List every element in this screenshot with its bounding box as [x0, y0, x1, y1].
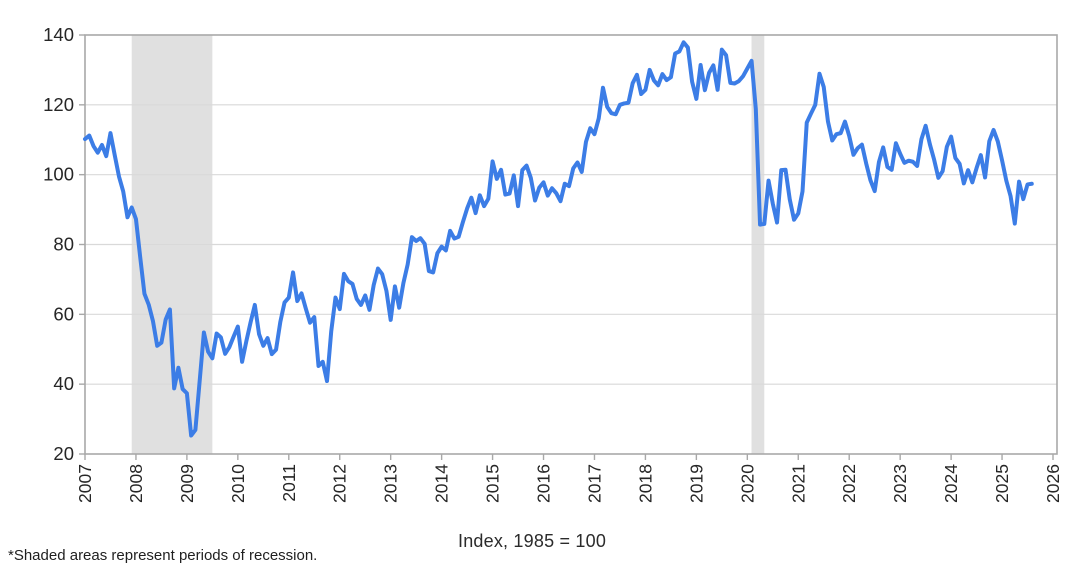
x-axis-label: 2024	[941, 464, 961, 503]
y-axis-label: 100	[43, 164, 74, 185]
x-axis-label: 2017	[584, 464, 604, 503]
y-axis-label: 120	[43, 94, 74, 115]
confidence-index-line	[83, 40, 1034, 438]
y-axis-label: 140	[43, 24, 74, 45]
recession-note: *Shaded areas represent periods of reces…	[8, 547, 318, 564]
footnotes-block: *Shaded areas represent periods of reces…	[8, 512, 344, 574]
x-axis-label: 2013	[381, 464, 401, 503]
x-axis-label: 2026	[1043, 464, 1063, 503]
y-axis-label: 40	[53, 373, 74, 394]
y-axis-label: 80	[53, 234, 74, 255]
x-axis-label: 2010	[228, 464, 248, 503]
x-axis-label: 2007	[75, 464, 95, 503]
line-chart-canvas: 20 40 60 80 100 120 140 2007 2008 2009 2010 2011 201…	[43, 24, 1063, 503]
x-axis-label: 2014	[432, 464, 452, 503]
x-axis-label: 2023	[890, 464, 910, 503]
x-axis-label: 2012	[330, 464, 350, 503]
x-axis-label: 2020	[737, 464, 757, 503]
x-axis-label: 2019	[686, 464, 706, 503]
consumer-confidence-chart: 20 40 60 80 100 120 140 2007 2008 2009 2010 2011 201…	[43, 24, 1063, 503]
index-base-note: Index, 1985 = 100	[458, 531, 607, 551]
y-axis-label: 60	[53, 303, 74, 324]
x-axis-label: 2009	[177, 464, 197, 503]
x-axis-label: 2018	[635, 464, 655, 503]
x-axis-label: 2021	[788, 464, 808, 503]
x-axis-label: 2015	[483, 464, 503, 503]
x-axis-label: 2022	[839, 464, 859, 503]
x-axis-label: 2011	[279, 464, 299, 502]
x-axis-label: 2025	[992, 464, 1012, 503]
y-axis-label: 20	[53, 443, 74, 464]
x-axis-label: 2008	[126, 464, 146, 503]
x-axis-label: 2016	[534, 464, 554, 503]
